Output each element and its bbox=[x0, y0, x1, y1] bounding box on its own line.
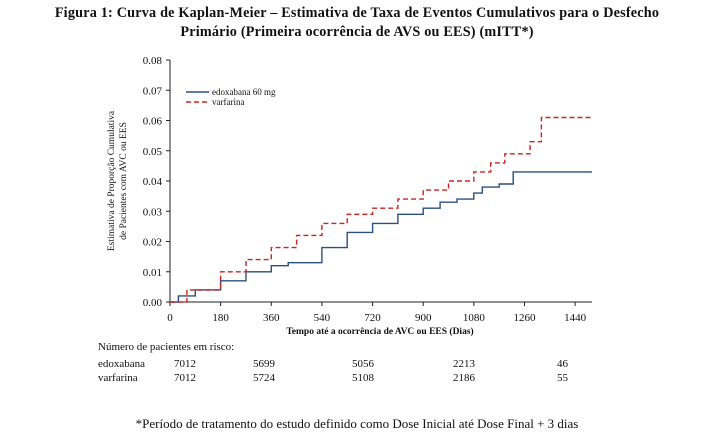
risk-value: 7012 bbox=[174, 372, 196, 384]
x-tick-label: 180 bbox=[212, 312, 229, 324]
risk-value: 2213 bbox=[453, 358, 475, 370]
x-tick-label: 1080 bbox=[463, 312, 486, 324]
x-tick-label: 720 bbox=[364, 312, 381, 324]
y-tick-label: 0.07 bbox=[143, 85, 163, 97]
figure-title-line1: Figura 1: Curva de Kaplan-Meier – Estima… bbox=[54, 5, 660, 21]
y-axis-label-line2: de Pacientes com AVC ou EES bbox=[119, 122, 129, 240]
figure-title-line2: Primário (Primeira ocorrência de AVS ou … bbox=[180, 24, 534, 40]
y-tick-label: 0.03 bbox=[143, 206, 163, 218]
x-axis-label: Tempo até a ocorrência de AVC ou EES (Di… bbox=[286, 326, 473, 337]
y-tick-label: 0.02 bbox=[143, 237, 162, 249]
y-tick-label: 0.05 bbox=[143, 146, 163, 158]
legend-label: varfarina bbox=[212, 97, 244, 107]
figure-title: Figura 1: Curva de Kaplan-Meier – Estima… bbox=[0, 4, 714, 42]
y-tick-label: 0.06 bbox=[143, 116, 163, 128]
risk-row-label: varfarina bbox=[98, 372, 138, 384]
risk-value: 5699 bbox=[253, 358, 275, 370]
x-tick-label: 1440 bbox=[564, 312, 587, 324]
y-axis-label-line1: Estimativa de Proporção Cumulativa bbox=[107, 110, 117, 251]
y-tick-label: 0.04 bbox=[143, 176, 163, 188]
varfarina-curve bbox=[170, 116, 592, 303]
footnote: *Período de tratamento do estudo definid… bbox=[135, 416, 579, 431]
x-tick-label: 360 bbox=[263, 312, 280, 324]
x-tick-label: 1260 bbox=[513, 312, 536, 324]
risk-value: 5056 bbox=[352, 358, 374, 370]
y-tick-label: 0.01 bbox=[143, 267, 162, 279]
risk-row-label: edoxabana bbox=[98, 358, 146, 370]
risk-table-heading: Número de pacientes em risco: bbox=[98, 341, 235, 353]
edoxabana-curve bbox=[170, 171, 592, 303]
x-tick-label: 0 bbox=[167, 312, 173, 324]
risk-value: 2186 bbox=[453, 372, 475, 384]
risk-value: 5108 bbox=[352, 372, 374, 384]
legend-label: edoxabana 60 mg bbox=[212, 87, 276, 97]
x-tick-label: 900 bbox=[415, 312, 432, 324]
risk-value: 46 bbox=[557, 358, 568, 370]
risk-value: 5724 bbox=[253, 372, 275, 384]
risk-value: 55 bbox=[557, 372, 568, 384]
risk-value: 7012 bbox=[174, 358, 196, 370]
y-tick-label: 0.08 bbox=[143, 55, 163, 67]
y-tick-label: 0.00 bbox=[143, 297, 163, 309]
kaplan-meier-chart: 0.00 0.01 0.02 0.03 0.04 0.05 0.06 0.07 0.08 0 180… bbox=[107, 55, 592, 337]
x-tick-label: 540 bbox=[314, 312, 331, 324]
